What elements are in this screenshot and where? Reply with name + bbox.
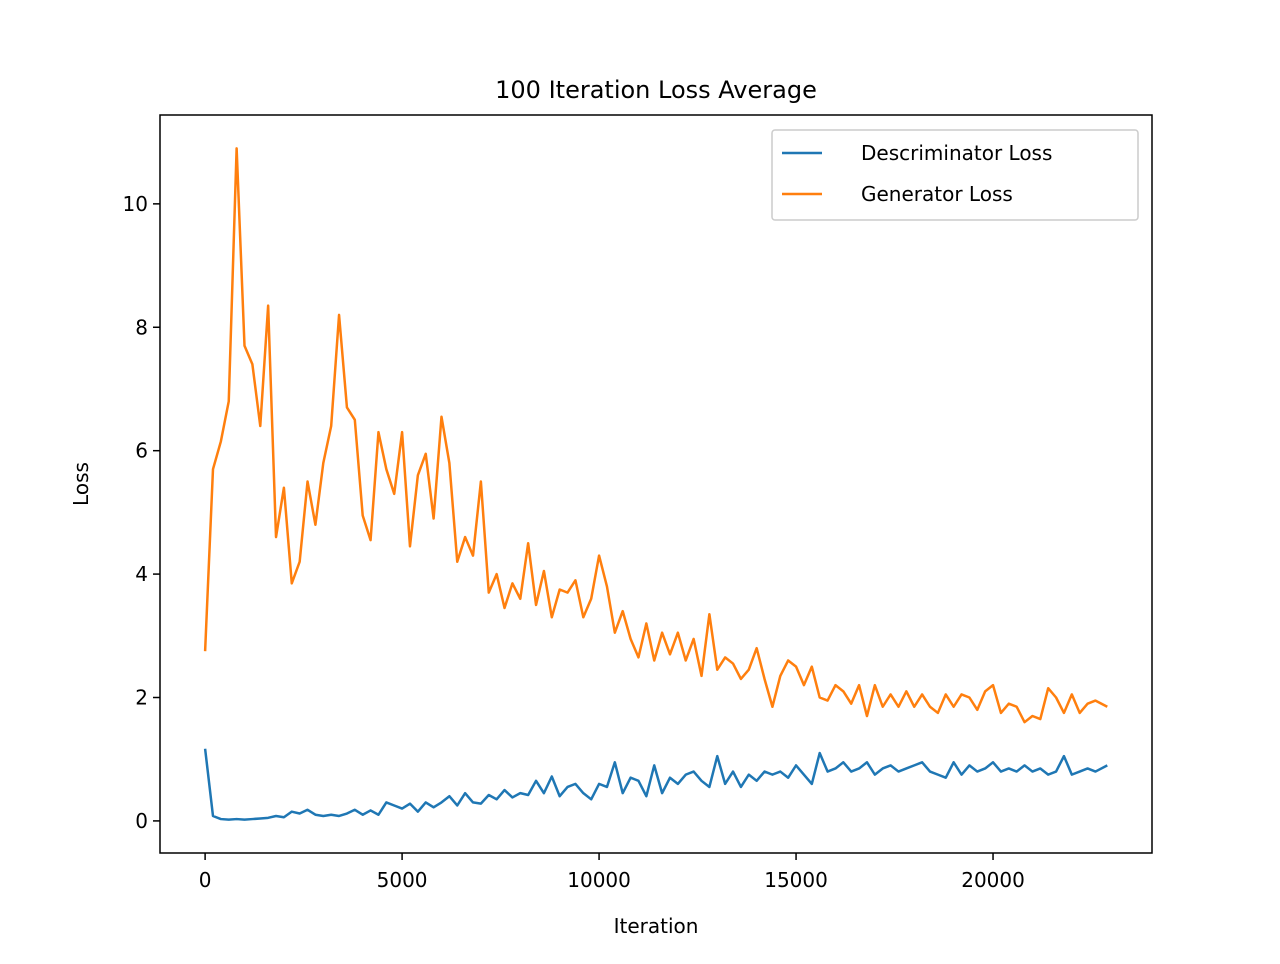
x-tick-label: 5000 [377,868,428,892]
x-axis-label: Iteration [614,914,699,938]
x-tick-label: 0 [199,868,212,892]
chart-title: 100 Iteration Loss Average [495,76,817,104]
legend-box [771,129,1139,221]
legend-label: Descriminator Loss [861,141,1052,165]
line-series [203,147,1108,724]
y-tick-label: 0 [135,809,148,833]
x-tick-label: 10000 [567,868,631,892]
x-tick-label: 20000 [961,868,1025,892]
y-tick-label: 10 [123,192,148,216]
legend-label: Generator Loss [861,182,1013,206]
y-tick-label: 8 [135,315,148,339]
plot-frame [159,114,1153,854]
x-tick-label: 15000 [764,868,828,892]
line-series [203,748,1108,821]
y-tick-label: 6 [135,439,148,463]
y-tick-label: 2 [135,686,148,710]
y-axis-label: Loss [69,462,93,506]
y-tick-label: 4 [135,562,148,586]
